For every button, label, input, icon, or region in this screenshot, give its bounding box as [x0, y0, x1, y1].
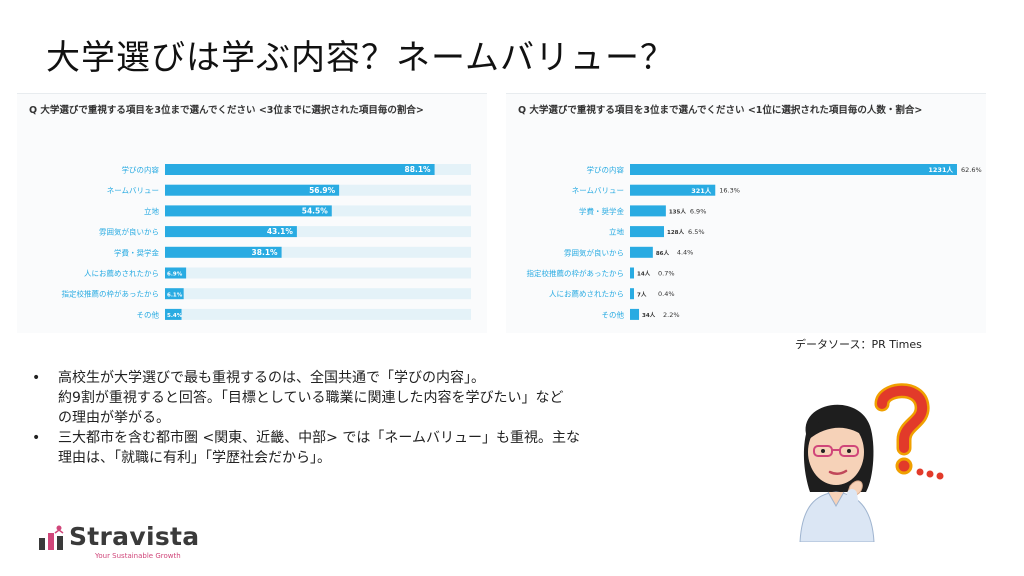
category-label: 雰囲気が良いから [564, 247, 624, 257]
bar-percent-label: 2.2% [663, 311, 680, 319]
bar-percent-label: 0.4% [658, 290, 675, 298]
chart-first-choice-count-plot: 学びの内容 1231人 62.6% ネームバリュー 321人 16.3% 学費・奨学金 135… [527, 164, 982, 320]
bar [630, 184, 716, 196]
bullet-line: の理由が挙がる。 [58, 410, 170, 426]
category-label: 学びの内容 [587, 165, 625, 175]
bar-track [165, 246, 471, 258]
bar-value-label: 5.4% [167, 313, 183, 319]
chart-top3-ratio-plot: 学びの内容 88.1% ネームバリュー 56.9% 立地 54.5% 雰囲気が良いから 43.… [62, 164, 471, 320]
category-label: その他 [602, 309, 625, 319]
bullet-line: 約9割が重視すると回答。「目標としている職業に関連した内容を学びたい」など [58, 390, 564, 406]
bar [630, 205, 666, 217]
category-label: 指定校推薦の枠があったから [62, 289, 160, 299]
bar-value-label: 34人 [642, 311, 656, 319]
bar-value-label: 128人 [667, 228, 684, 236]
bar-value-label: 88.1% [405, 165, 432, 174]
bullet-item: 三大都市を含む都市圏 <関東、近畿、中部> では「ネームバリュー」も重視。主な … [30, 428, 680, 468]
category-label: その他 [137, 309, 160, 319]
bar-value-label: 321人 [691, 186, 712, 195]
bar-track [165, 308, 471, 320]
logo-tagline: Your Sustainable Growth [95, 552, 181, 560]
bar-value-label: 14人 [637, 270, 651, 278]
bar-value-label: 135人 [669, 208, 686, 216]
bar-value-label: 6.1% [167, 292, 183, 298]
bar [630, 164, 957, 175]
bullet-line: 高校生が大学選びで最も重視するのは、全国共通で「学びの内容」。 [58, 370, 485, 386]
chart-background [506, 93, 986, 333]
bar [165, 226, 297, 238]
chart-question-title: Q 大学選びで重視する項目を3位まで選んでください <1位に選択された項目毎の人… [518, 105, 923, 116]
bar [165, 308, 182, 320]
bar-value-label: 86人 [656, 249, 670, 257]
bar-track [165, 267, 471, 279]
bar-percent-label: 6.9% [690, 207, 707, 215]
category-label: 学費・奨学金 [114, 247, 159, 257]
category-label: 立地 [144, 206, 159, 216]
bar-percent-label: 4.4% [677, 249, 694, 257]
bar-value-label: 38.1% [252, 248, 279, 257]
bar-track [165, 226, 471, 238]
stravista-logo: Stravista Your Sustainable Growth [37, 516, 237, 564]
chart-first-choice-count: Q 大学選びで重視する項目を3位まで選んでください <1位に選択された項目毎の人… [506, 93, 986, 333]
chart-top3-ratio: Q 大学選びで重視する項目を3位まで選んでください <3位までに選択された項目毎… [17, 93, 487, 333]
bar-value-label: 56.9% [309, 186, 336, 195]
thinking-woman-illustration [799, 383, 944, 542]
logo-name: Stravista [69, 522, 200, 551]
bar-percent-label: 62.6% [961, 166, 982, 174]
bar [165, 267, 187, 279]
category-label: ネームバリュー [107, 186, 159, 195]
bar [630, 246, 653, 258]
bar-value-label: 54.5% [302, 207, 329, 216]
data-source-note: データソース：PR Times [795, 338, 922, 351]
bar [630, 308, 640, 320]
bar-percent-label: 6.5% [688, 228, 705, 236]
slide-title: 大学選びは学ぶ内容？ネームバリュー？ [46, 38, 675, 78]
bar-value-label: 1231人 [928, 165, 953, 174]
category-label: ネームバリュー [572, 186, 624, 195]
bullet-line: 理由は、「就職に有利」「学歴社会だから」。 [58, 450, 331, 466]
bar-track [165, 288, 471, 300]
category-label: 学びの内容 [122, 165, 160, 175]
bar [165, 184, 340, 196]
bar-value-label: 43.1% [267, 227, 294, 236]
category-label: 雰囲気が良いから [99, 227, 159, 237]
category-label: 立地 [609, 227, 624, 237]
bar [165, 205, 332, 217]
bar-value-label: 6.9% [167, 272, 183, 278]
bar [630, 226, 664, 238]
question-mark-icon [874, 383, 944, 480]
bar-percent-label: 0.7% [658, 269, 675, 277]
category-label: 人にお薦めされたから [84, 268, 159, 278]
bar-value-label: 7人 [637, 290, 647, 298]
category-label: 学費・奨学金 [579, 206, 624, 216]
category-label: 指定校推薦の枠があったから [527, 268, 625, 278]
bullet-list: 高校生が大学選びで最も重視するのは、全国共通で「学びの内容」。 約9割が重視する… [30, 368, 680, 468]
bar [630, 267, 634, 279]
logo-bars-icon [39, 525, 64, 550]
bar [165, 164, 435, 175]
bar-percent-label: 16.3% [719, 187, 740, 195]
bullet-item: 高校生が大学選びで最も重視するのは、全国共通で「学びの内容」。 約9割が重視する… [30, 368, 680, 428]
bar [165, 246, 282, 258]
bar [165, 288, 184, 300]
chart-question-title: Q 大学選びで重視する項目を3位まで選んでください <3位までに選択された項目毎… [29, 105, 424, 116]
bar [630, 288, 634, 300]
category-label: 人にお薦めされたから [549, 289, 624, 299]
bullet-line: 三大都市を含む都市圏 <関東、近畿、中部> では「ネームバリュー」も重視。主な [58, 430, 580, 446]
